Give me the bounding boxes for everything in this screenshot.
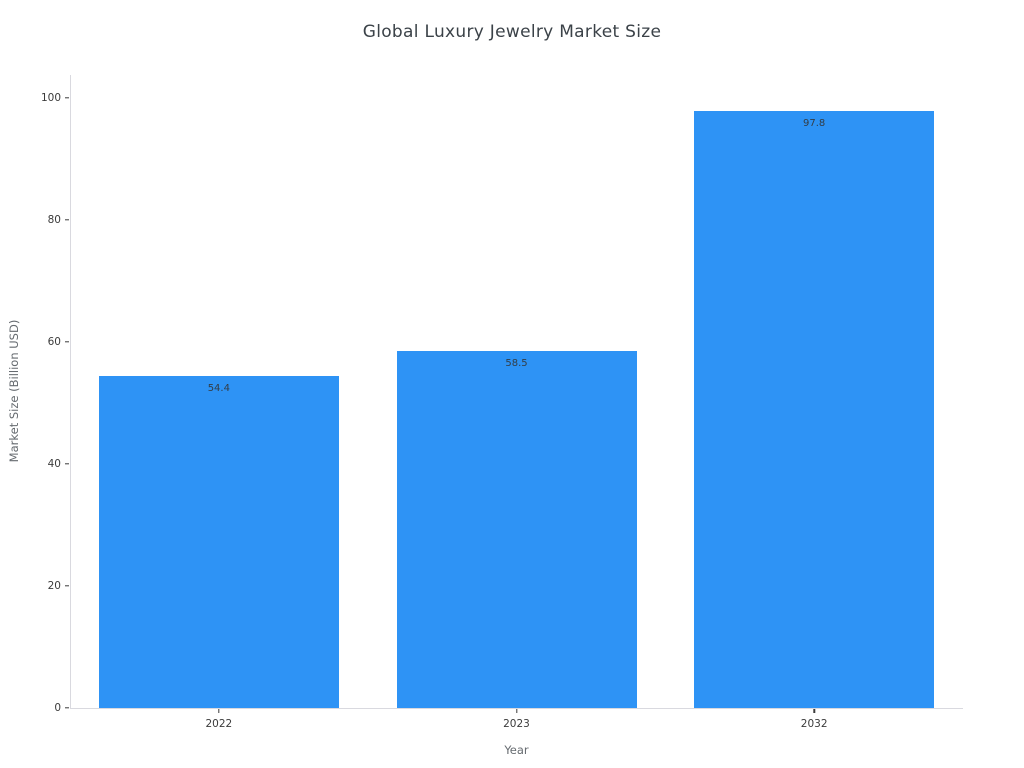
x-tick-label: 2032 <box>800 718 828 730</box>
y-tick-mark <box>65 97 69 99</box>
x-tick-mark <box>218 709 220 713</box>
y-axis-title: Market Size (Billion USD) <box>7 319 21 463</box>
y-tick-label: 20 <box>47 580 61 592</box>
y-tick-mark <box>65 585 69 587</box>
y-tick-label: 0 <box>54 702 61 714</box>
y-tick-label: 100 <box>40 92 61 104</box>
y-tick-label: 40 <box>47 458 61 470</box>
x-tick-mark <box>515 709 518 713</box>
bar-2023[interactable] <box>396 351 637 708</box>
bar-value-label: 58.5 <box>505 358 528 370</box>
y-tick-label: 80 <box>47 214 61 226</box>
x-axis-title: Year <box>504 743 529 757</box>
bar-2022[interactable] <box>98 376 339 708</box>
bar-2032[interactable] <box>694 111 935 708</box>
y-tick-mark <box>65 463 69 465</box>
y-tick-mark <box>65 219 69 221</box>
y-tick-mark <box>65 707 69 709</box>
chart-title: Global Luxury Jewelry Market Size <box>362 22 662 42</box>
bar-value-label: 54.4 <box>207 383 230 395</box>
y-tick-label: 60 <box>47 336 61 348</box>
y-axis-line <box>70 75 71 708</box>
x-tick-label: 2023 <box>503 718 530 730</box>
bar-value-label: 97.8 <box>803 118 826 130</box>
x-tick-label: 2022 <box>205 718 233 730</box>
x-tick-mark <box>813 709 815 713</box>
y-tick-mark <box>65 341 69 343</box>
x-axis-line <box>70 708 963 709</box>
